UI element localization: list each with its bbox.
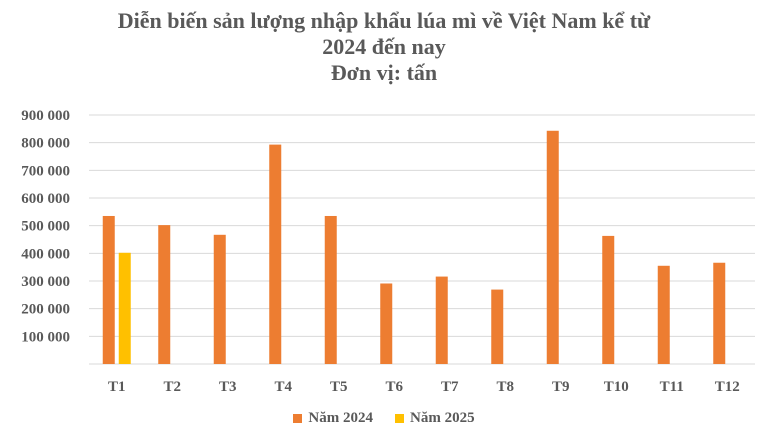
chart-unit: Đơn vị: tấn: [330, 60, 438, 85]
bar-năm-2024-t8: [491, 289, 504, 364]
y-tick-label: 600 000: [21, 191, 70, 207]
x-tick-label: T3: [219, 379, 237, 395]
x-tick-label: T1: [108, 379, 126, 395]
y-tick-label: 300 000: [21, 274, 70, 290]
legend-item-2025: Năm 2025: [395, 410, 475, 427]
y-tick-label: 700 000: [21, 163, 70, 179]
x-tick-label: T8: [496, 379, 514, 395]
x-tick-label: T7: [441, 379, 459, 395]
x-tick-label: T10: [604, 379, 629, 395]
y-tick-label: 900 000: [21, 108, 70, 124]
chart-title-line-2: 2024 đến nay: [322, 34, 446, 59]
bar-năm-2024-t2: [158, 225, 171, 364]
y-tick-label: 800 000: [21, 136, 70, 152]
x-tick-label: T12: [715, 379, 740, 395]
bar-năm-2024-t6: [380, 283, 393, 364]
bar-năm-2024-t3: [213, 234, 226, 364]
bar-năm-2024-t5: [324, 215, 337, 364]
bar-năm-2024-t7: [435, 276, 448, 364]
x-tick-label: T9: [552, 379, 570, 395]
bar-năm-2024-t4: [269, 144, 282, 364]
bar-năm-2024-t1: [102, 215, 115, 364]
legend-item-2024: Năm 2024: [293, 410, 373, 427]
bar-năm-2024-t11: [657, 265, 670, 364]
y-tick-label: 400 000: [21, 246, 70, 262]
y-tick-label: 200 000: [21, 302, 70, 318]
bar-năm-2024-t10: [602, 235, 615, 364]
bar-năm-2025-t1: [118, 252, 131, 364]
x-tick-label: T2: [163, 379, 181, 395]
chart-title-line-1: Diễn biến sản lượng nhập khẩu lúa mì về …: [117, 8, 651, 33]
legend: Năm 2024 Năm 2025: [0, 410, 768, 427]
legend-label-2025: Năm 2025: [410, 410, 475, 426]
x-tick-label: T6: [385, 379, 403, 395]
x-tick-label: T5: [330, 379, 348, 395]
chart-title: Diễn biến sản lượng nhập khẩu lúa mì về …: [0, 8, 768, 86]
bar-năm-2024-t12: [713, 262, 726, 364]
y-tick-label: 500 000: [21, 219, 70, 235]
legend-label-2024: Năm 2024: [308, 410, 373, 426]
legend-swatch-2025: [395, 414, 404, 423]
bar-năm-2024-t9: [546, 130, 559, 364]
x-tick-label: T4: [274, 379, 292, 395]
x-tick-label: T11: [660, 379, 684, 395]
legend-swatch-2024: [293, 414, 303, 423]
y-tick-label: 100 000: [21, 329, 70, 345]
